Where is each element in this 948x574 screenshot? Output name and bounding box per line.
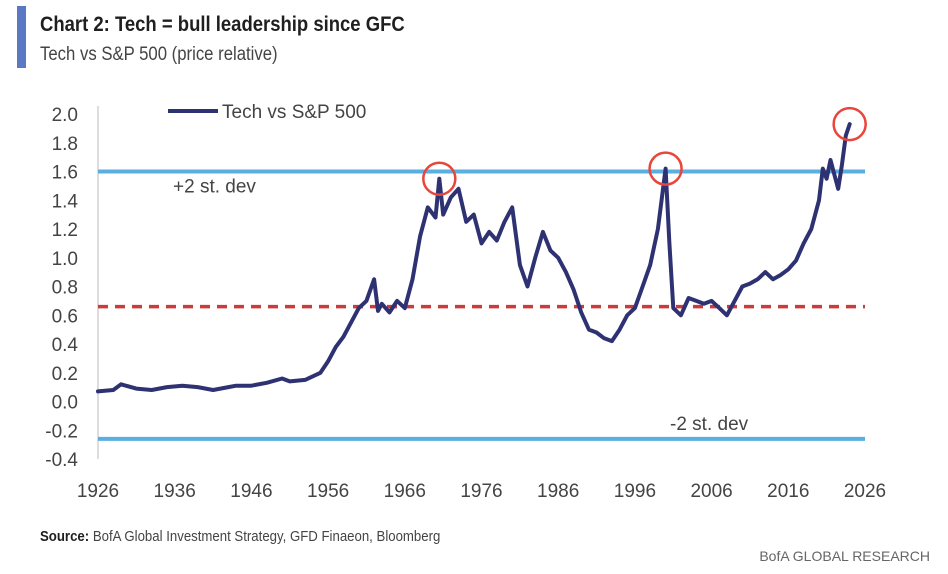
x-tick-label: 1926	[77, 481, 119, 500]
x-tick-label: 1966	[384, 481, 426, 500]
x-tick-label: 1996	[614, 481, 656, 500]
y-tick-label: 0.0	[52, 393, 78, 414]
source-note: Source: BofA Global Investment Strategy,…	[40, 528, 440, 545]
y-tick-label: -0.4	[45, 450, 78, 471]
y-tick-label: 0.2	[52, 364, 78, 385]
x-tick-label: 2026	[844, 481, 886, 500]
highlight-circle	[832, 106, 867, 142]
y-tick-label: 1.2	[52, 220, 78, 241]
y-tick-label: -0.2	[45, 421, 78, 442]
chart-title: Chart 2: Tech = bull leadership since GF…	[40, 13, 405, 36]
title-accent-bar	[17, 6, 26, 68]
x-tick-label: 1976	[460, 481, 502, 500]
brand-footer: BofA GLOBAL RESEARCH	[759, 548, 930, 564]
source-label: Source:	[40, 528, 90, 545]
y-tick-label: 1.0	[52, 249, 78, 270]
y-tick-label: 1.8	[52, 134, 78, 155]
minus-2-stdev-label: -2 st. dev	[670, 414, 749, 435]
y-tick-label: 1.6	[52, 163, 78, 184]
y-tick-label: 0.4	[52, 335, 79, 356]
x-tick-label: 1936	[154, 481, 196, 500]
chart-subtitle: Tech vs S&P 500 (price relative)	[40, 44, 278, 65]
legend-label: Tech vs S&P 500	[222, 102, 366, 123]
highlight-circle	[648, 151, 683, 186]
x-tick-label: 1946	[230, 481, 272, 500]
x-tick-label: 1986	[537, 481, 579, 500]
x-tick-label: 1956	[307, 481, 349, 500]
x-tick-label: 2016	[767, 481, 809, 500]
y-tick-label: 1.4	[52, 191, 79, 212]
plus-2-stdev-label: +2 st. dev	[173, 177, 256, 198]
highlight-circle	[422, 161, 457, 196]
y-tick-label: 0.6	[52, 306, 78, 327]
x-tick-label: 2006	[690, 481, 732, 500]
source-text: BofA Global Investment Strategy, GFD Fin…	[92, 528, 441, 545]
y-tick-label: 2.0	[52, 105, 78, 126]
series-line	[96, 122, 852, 394]
line-chart: 2.0 1.8 1.6 1.4 1.2 1.0 0.8 0.6 0.4 0.2 0.0 -0.2 -0.…	[45, 102, 886, 500]
y-tick-label: 0.8	[52, 278, 78, 299]
